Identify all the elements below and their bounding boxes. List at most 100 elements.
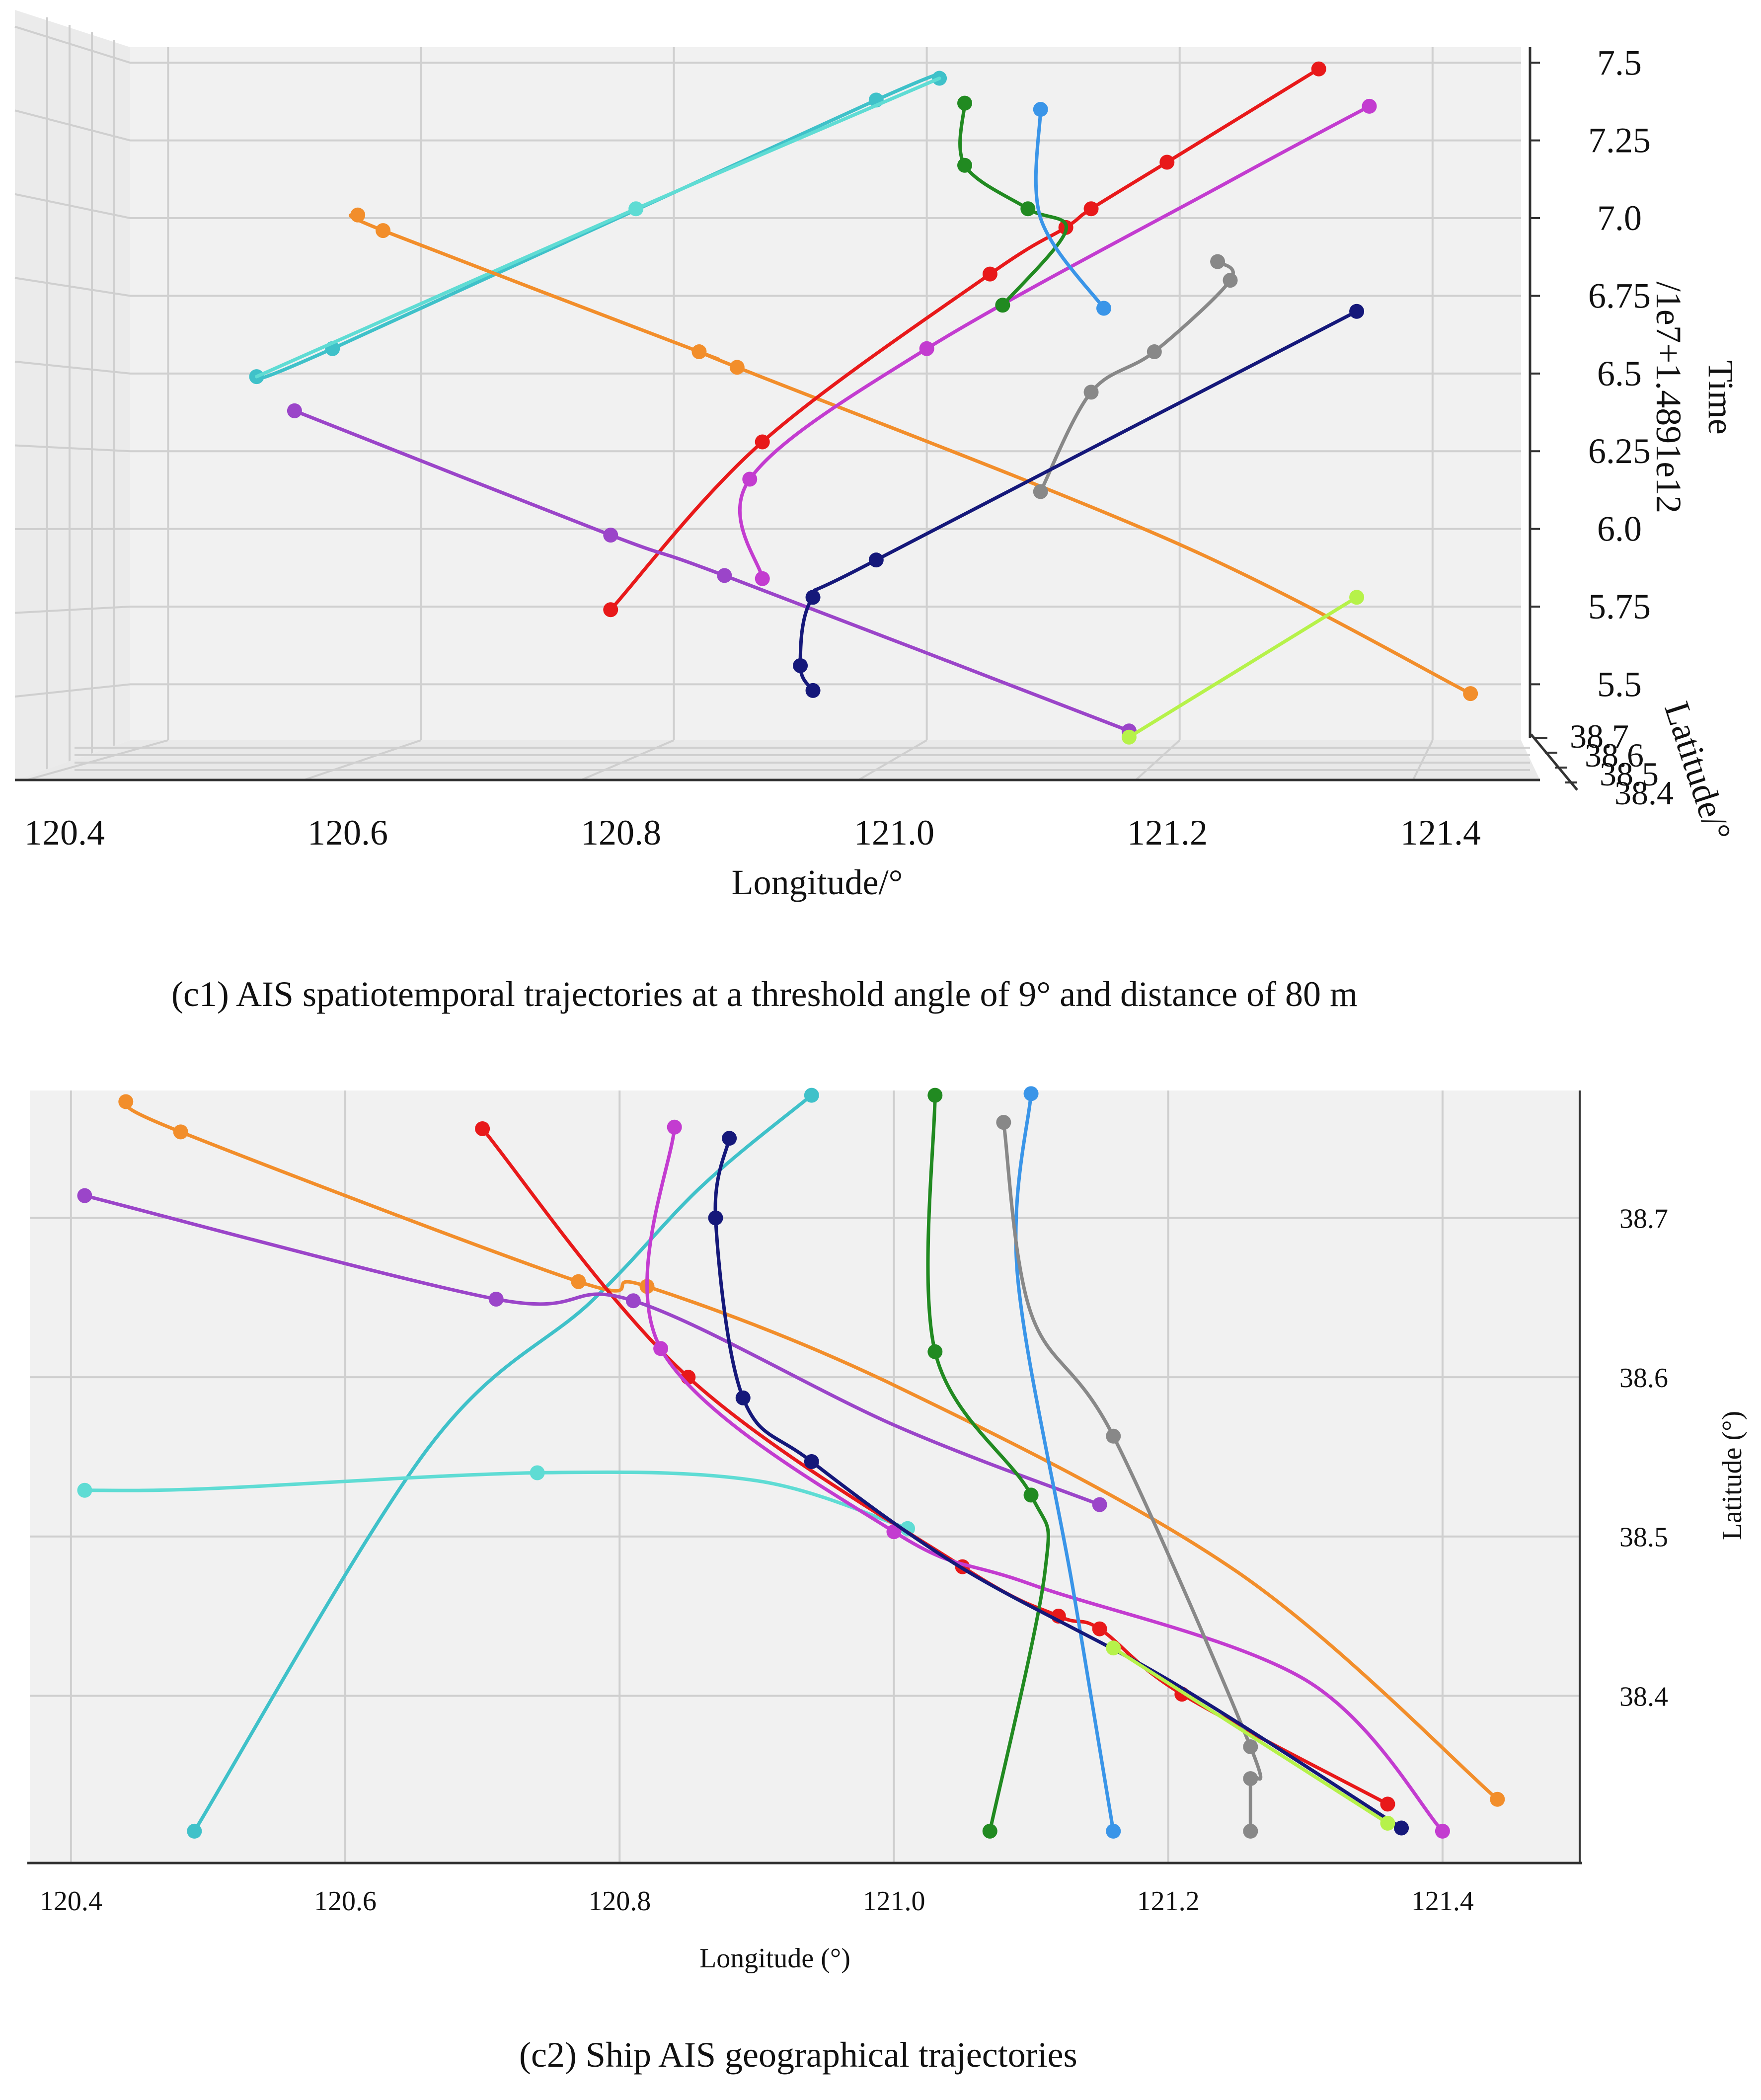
series-group <box>249 61 1478 745</box>
floor-pane <box>15 740 1540 780</box>
data-point-blue <box>1033 102 1048 117</box>
time-tick-label: 6.0 <box>1597 509 1642 549</box>
series-line-navy <box>713 1136 1403 1830</box>
x-tick-labels: 120.4 120.6 120.8 121.0 121.2 121.4 <box>24 813 1481 853</box>
wall-grid-line-5.5 <box>14 683 131 698</box>
data-point-blue <box>1023 1086 1039 1101</box>
data-point-purple <box>717 568 732 583</box>
time-tick-label: 7.0 <box>1597 198 1642 238</box>
data-point-orange <box>729 360 745 375</box>
data-point-red <box>755 434 770 450</box>
time-tick-label: 7.5 <box>1597 43 1642 82</box>
left-wall-grid <box>14 10 131 780</box>
data-point-lime <box>1380 1815 1395 1831</box>
data-point-gray <box>1147 344 1162 360</box>
data-point-gray <box>1243 1739 1258 1754</box>
data-point-purple <box>1092 1497 1107 1512</box>
data-point-navy <box>722 1131 737 1146</box>
data-point-light-cyan <box>628 201 644 217</box>
data-point-green <box>1023 1487 1039 1503</box>
floor-grid <box>15 739 1540 781</box>
time-tick-label: 5.5 <box>1597 664 1642 704</box>
x-tick-label: 120.8 <box>581 813 661 853</box>
latitude-axis-line <box>1530 733 1578 791</box>
data-point-blue <box>1106 1823 1121 1839</box>
data-point-gray <box>1243 1823 1258 1839</box>
y-tick-label: 38.4 <box>1619 1681 1668 1712</box>
latitude-tick-label: 38.6 <box>1585 736 1644 774</box>
data-point-red <box>603 602 618 618</box>
data-point-orange <box>1490 1791 1505 1807</box>
x-tick-label: 120.6 <box>307 813 388 853</box>
wall-grid-line-7.0 <box>14 193 131 220</box>
data-point-red <box>1159 155 1175 170</box>
data-point-lime <box>1121 729 1137 745</box>
data-point-orange <box>571 1274 586 1289</box>
data-point-red <box>1083 201 1099 217</box>
data-point-gray <box>1210 254 1225 269</box>
caption-c2: (c2) Ship AIS geographical trajectories <box>519 2035 1077 2075</box>
wall-grid-line-7.25 <box>14 109 131 142</box>
wall-grid-line-6.5 <box>14 360 131 375</box>
data-point-magenta <box>667 1119 682 1135</box>
data-point-magenta <box>919 341 934 356</box>
data-point-purple <box>77 1188 92 1203</box>
data-point-green <box>1020 201 1036 217</box>
data-point-cyan <box>804 1088 819 1103</box>
data-point-green <box>927 1088 943 1103</box>
series-line-magenta <box>645 1125 1445 1833</box>
time-axis-label: Time <box>1701 360 1741 434</box>
grid-lines <box>30 1090 1580 1863</box>
data-point-orange <box>691 344 707 360</box>
wall-grid-line-7.5 <box>14 25 131 64</box>
x-tick-label: 120.8 <box>588 1886 651 1917</box>
series-line-orange <box>349 213 1472 696</box>
y-tick-label: 38.6 <box>1619 1363 1668 1394</box>
data-point-green <box>927 1344 943 1359</box>
data-point-orange <box>118 1094 134 1109</box>
wall-grid-line-6.25 <box>14 444 131 453</box>
y-tick-label: 38.7 <box>1619 1203 1668 1234</box>
data-point-orange <box>173 1124 188 1140</box>
series-line-lime <box>1111 1646 1389 1825</box>
time-tick-label: 6.75 <box>1588 276 1651 315</box>
time-tick-labels: 5.5 5.75 6.0 6.25 6.5 6.75 7.0 7.25 7.5 <box>1530 43 1651 704</box>
data-point-gray <box>1223 273 1238 288</box>
data-point-light-cyan <box>530 1465 545 1480</box>
y-tick-labels: 38.4 38.5 38.6 38.7 <box>1619 1203 1668 1712</box>
series-line-blue <box>1034 107 1106 310</box>
data-point-gray <box>1243 1771 1258 1787</box>
latitude-tick-labels: 38.738.638.538.4 <box>1535 717 1674 812</box>
data-point-navy <box>793 658 808 673</box>
series-line-navy <box>798 310 1359 693</box>
data-point-magenta <box>1362 98 1377 114</box>
x-axis-label: Longitude (°) <box>699 1943 850 1974</box>
data-point-cyan <box>187 1823 202 1839</box>
x-tick-label: 120.6 <box>314 1886 377 1917</box>
x-tick-label: 120.4 <box>40 1886 102 1917</box>
data-point-purple <box>625 1293 641 1309</box>
data-point-gray <box>996 1115 1011 1130</box>
data-point-magenta <box>755 571 770 586</box>
latitude-tick-label: 38.4 <box>1614 774 1674 812</box>
data-point-green <box>957 95 972 111</box>
spatiotemporal-3d-chart: 120.4 120.6 120.8 121.0 121.2 121.4 5.5 5.75 6.… <box>14 10 1741 902</box>
data-point-navy <box>1394 1820 1409 1836</box>
data-point-light-cyan <box>900 1521 916 1536</box>
series-line-purple <box>82 1194 1102 1507</box>
data-point-navy <box>805 683 821 698</box>
data-point-light-cyan <box>77 1482 92 1498</box>
x-tick-label: 121.4 <box>1411 1886 1474 1917</box>
x-tick-label: 121.0 <box>854 813 934 853</box>
data-point-green <box>957 157 972 173</box>
series-line-lime <box>1127 595 1359 739</box>
series-line-orange <box>124 1099 1499 1801</box>
series-line-purple <box>293 409 1131 733</box>
data-point-green <box>982 1823 997 1839</box>
data-point-red <box>475 1121 490 1136</box>
latitude-tick-label: 38.5 <box>1600 755 1659 793</box>
time-tick-label: 7.25 <box>1588 121 1651 160</box>
left-wall-pane <box>15 10 130 780</box>
series-line-cyan <box>192 1093 814 1833</box>
latitude-axis-label: Latitude/° <box>1657 697 1739 846</box>
